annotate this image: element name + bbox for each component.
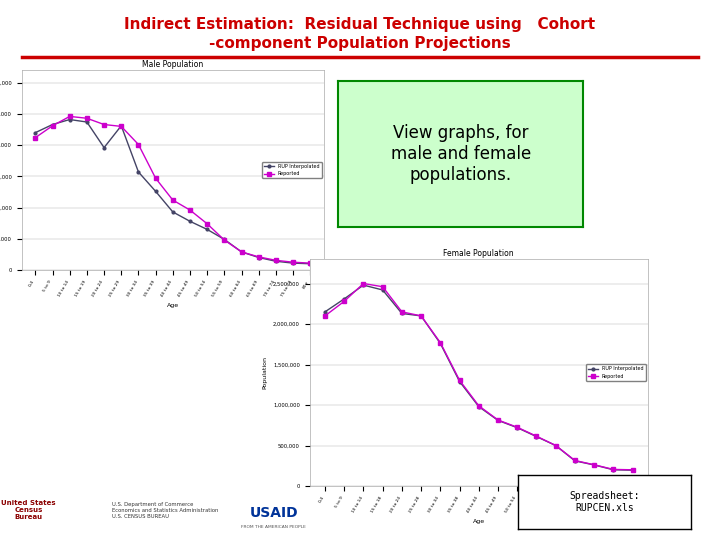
Title: Male Population: Male Population [142,60,204,70]
Title: Female Population: Female Population [444,249,514,259]
Legend: RUP Interpolated, Reported: RUP Interpolated, Reported [587,364,646,381]
Line: RUP Interpolated: RUP Interpolated [34,118,312,265]
RUP Interpolated [436,340,445,347]
RUP Interpolated [378,287,387,293]
RUP Interpolated [532,433,541,440]
Line: Reported: Reported [323,282,634,471]
Reported [66,113,74,120]
Text: Indirect Estimation:  Residual Technique using   Cohort: Indirect Estimation: Residual Technique … [125,17,595,32]
Reported [552,442,560,449]
Reported [100,122,109,128]
Reported [151,175,160,181]
Reported [220,237,229,243]
Reported [629,467,637,473]
Reported [237,248,246,255]
RUP Interpolated [289,260,297,266]
RUP Interpolated [629,467,637,474]
Reported [417,313,426,319]
RUP Interpolated [397,310,406,316]
Line: Reported: Reported [34,114,312,265]
Reported [168,197,177,203]
Reported [134,141,143,148]
Text: FROM THE AMERICAN PEOPLE: FROM THE AMERICAN PEOPLE [241,524,306,529]
RUP Interpolated [359,282,368,288]
Reported [397,308,406,315]
Text: USAID: USAID [249,506,298,520]
RUP Interpolated [552,442,560,449]
RUP Interpolated [417,313,426,319]
RUP Interpolated [203,226,212,233]
RUP Interpolated [306,260,315,267]
Reported [609,466,618,472]
Text: Spreadsheet:
RUPCEN.xls: Spreadsheet: RUPCEN.xls [570,491,640,513]
Text: U.S. Department of Commerce
Economics and Statistics Administration
U.S. CENSUS : U.S. Department of Commerce Economics an… [112,502,218,518]
Text: United States
Census
Bureau: United States Census Bureau [1,500,56,521]
Reported [532,433,541,440]
RUP Interpolated [151,188,160,194]
Reported [455,377,464,383]
X-axis label: Age: Age [473,519,485,524]
RUP Interpolated [168,208,177,215]
RUP Interpolated [83,119,91,125]
Reported [590,462,598,468]
Reported [340,298,348,305]
RUP Interpolated [340,295,348,302]
RUP Interpolated [100,144,109,151]
Reported [117,123,125,130]
Reported [320,313,329,319]
Reported [378,284,387,290]
Reported [254,254,263,260]
RUP Interpolated [237,248,246,255]
Reported [474,403,483,409]
Reported [31,134,40,141]
Reported [289,259,297,266]
RUP Interpolated [117,123,125,129]
Reported [513,424,521,430]
Line: RUP Interpolated: RUP Interpolated [323,284,634,471]
RUP Interpolated [66,116,74,123]
Text: View graphs, for
male and female
populations.: View graphs, for male and female populat… [391,124,531,184]
Reported [359,280,368,287]
Reported [186,207,194,213]
RUP Interpolated [271,258,280,265]
RUP Interpolated [474,403,483,410]
Reported [203,220,212,227]
RUP Interpolated [320,308,329,315]
RUP Interpolated [134,168,143,175]
Reported [83,115,91,122]
RUP Interpolated [186,218,194,225]
RUP Interpolated [455,378,464,384]
RUP Interpolated [609,467,618,473]
Reported [271,257,280,264]
Reported [306,260,315,266]
RUP Interpolated [254,254,263,261]
RUP Interpolated [31,130,40,136]
Y-axis label: Population: Population [263,356,267,389]
RUP Interpolated [220,236,229,242]
Text: -component Population Projections: -component Population Projections [209,36,511,51]
Reported [48,123,57,129]
RUP Interpolated [590,462,598,468]
Legend: RUP Interpolated, Reported: RUP Interpolated, Reported [263,162,322,178]
RUP Interpolated [494,417,503,423]
X-axis label: Age: Age [167,303,179,308]
RUP Interpolated [48,122,57,128]
RUP Interpolated [513,424,521,431]
Reported [494,417,503,423]
RUP Interpolated [571,458,580,464]
Reported [436,339,445,346]
Reported [571,457,580,464]
